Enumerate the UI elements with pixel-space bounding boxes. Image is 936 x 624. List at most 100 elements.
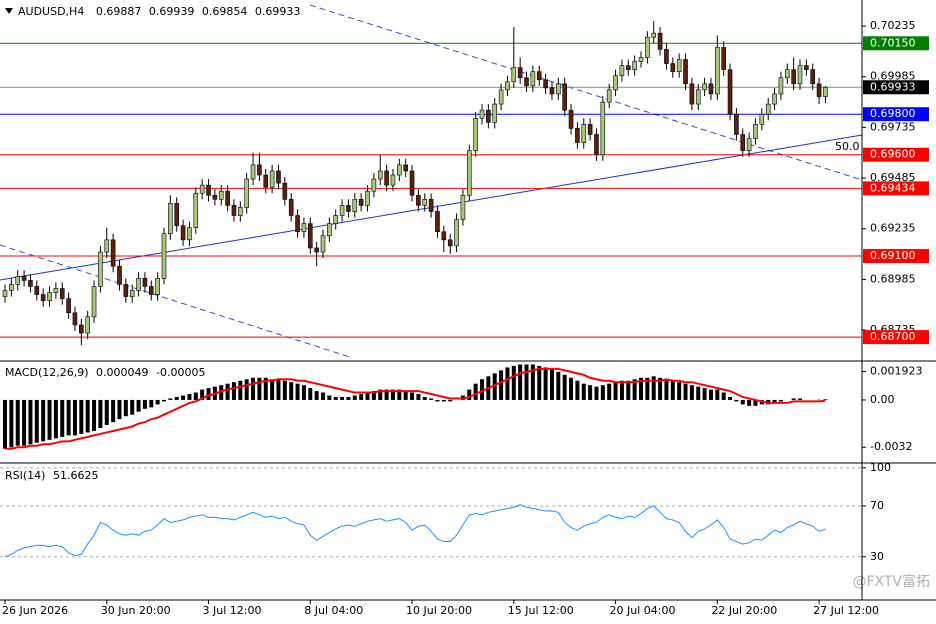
macd-bar xyxy=(429,398,434,400)
macd-bar xyxy=(72,399,77,436)
candle-body xyxy=(180,225,186,241)
macd-bar xyxy=(645,377,650,400)
candle-body xyxy=(683,59,688,85)
macd-bar xyxy=(155,399,160,405)
candle-body xyxy=(168,203,173,235)
macd-bar xyxy=(244,379,249,400)
low-value: 0.69854 xyxy=(202,5,248,18)
macd-bar xyxy=(530,364,535,400)
y-tick-label: 0.69735 xyxy=(870,120,916,133)
macd-bar xyxy=(575,380,580,400)
macd-bar xyxy=(753,399,758,406)
candle-body xyxy=(307,223,313,249)
macd-bar xyxy=(98,399,103,429)
y-tick-label: 0.69985 xyxy=(870,70,916,83)
macd-bar xyxy=(359,394,364,400)
candle-body xyxy=(85,316,90,334)
macd-bar xyxy=(162,399,166,402)
level-label-box xyxy=(863,107,929,122)
macd-bar xyxy=(537,365,542,400)
candle-body xyxy=(753,124,758,139)
macd-bar xyxy=(600,385,605,400)
macd-bar xyxy=(480,379,484,400)
x-tick-label: 22 Jul 20:00 xyxy=(711,604,777,617)
candle-body xyxy=(549,87,555,95)
macd-bar xyxy=(607,383,612,400)
macd-bar xyxy=(28,399,33,445)
y-tick-label: 0.68985 xyxy=(870,272,916,285)
x-tick-label: 8 Jul 04:00 xyxy=(304,604,363,617)
candle-body xyxy=(772,93,777,105)
candle-body xyxy=(199,184,205,194)
price-label-box xyxy=(863,80,929,95)
candle-body xyxy=(365,190,370,206)
macd-bar xyxy=(22,399,27,446)
candle-body xyxy=(702,83,707,91)
level-label-box xyxy=(863,181,929,196)
candle-body xyxy=(708,83,714,95)
signal-value: -0.00005 xyxy=(156,366,205,379)
macd-bar xyxy=(130,399,135,415)
macd-bar xyxy=(556,371,561,400)
candle-body xyxy=(34,286,40,295)
macd-bar xyxy=(53,399,58,439)
candle-body xyxy=(734,113,739,135)
candle-body xyxy=(645,36,650,58)
candle-body xyxy=(543,79,548,89)
y-tick-label: 0.69485 xyxy=(870,171,916,184)
y-tick-label: 0.001923 xyxy=(870,365,923,378)
candle-body xyxy=(594,134,599,156)
x-tick-label: 15 Jul 12:00 xyxy=(508,604,574,617)
level-label-box xyxy=(863,330,929,345)
candle-body xyxy=(269,170,275,188)
macd-bar xyxy=(467,389,472,400)
macd-bar xyxy=(289,382,294,400)
candle-body xyxy=(409,170,415,196)
rsi-line xyxy=(4,504,826,558)
macd-bar xyxy=(473,383,478,400)
candle-body xyxy=(606,89,612,103)
candle-body xyxy=(715,47,720,95)
candle-body xyxy=(174,203,180,226)
macd-bar xyxy=(231,382,236,400)
candle-body xyxy=(587,124,593,135)
candle-body xyxy=(473,117,478,151)
macd-bar xyxy=(117,399,122,420)
candle-body xyxy=(632,61,637,70)
candle-body xyxy=(129,290,135,297)
level-label: 0.69600 xyxy=(870,148,916,161)
macd-bar xyxy=(301,385,306,400)
candle-body xyxy=(695,89,701,105)
candle-body xyxy=(206,184,211,196)
macd-bar xyxy=(422,396,427,400)
candle-body xyxy=(346,205,351,212)
candle-body xyxy=(288,199,294,216)
macd-bar xyxy=(715,389,720,400)
candle-body xyxy=(72,312,78,326)
candle-body xyxy=(397,164,402,176)
menu-arrow xyxy=(5,8,13,14)
candle-body xyxy=(435,211,440,233)
macd-bar xyxy=(791,398,796,400)
candle-body xyxy=(371,178,377,192)
macd-bar xyxy=(518,364,523,400)
y-tick-label: 0.70235 xyxy=(870,19,916,32)
candle-body xyxy=(575,128,580,143)
macd-bar xyxy=(626,380,631,400)
macd-bar xyxy=(696,386,701,400)
candle-body xyxy=(142,278,148,287)
candle-body xyxy=(327,223,332,237)
macd-bar xyxy=(200,389,205,400)
candle-body xyxy=(91,286,97,318)
macd-bar xyxy=(677,382,682,400)
candle-body xyxy=(625,65,631,70)
candle-body xyxy=(556,83,561,95)
macd-bar xyxy=(569,377,574,400)
macd-bar xyxy=(499,370,504,400)
candle-body xyxy=(320,235,326,253)
macd-bar xyxy=(588,385,593,400)
y-tick-label: 0.00 xyxy=(870,393,895,406)
candle-body xyxy=(536,71,542,81)
